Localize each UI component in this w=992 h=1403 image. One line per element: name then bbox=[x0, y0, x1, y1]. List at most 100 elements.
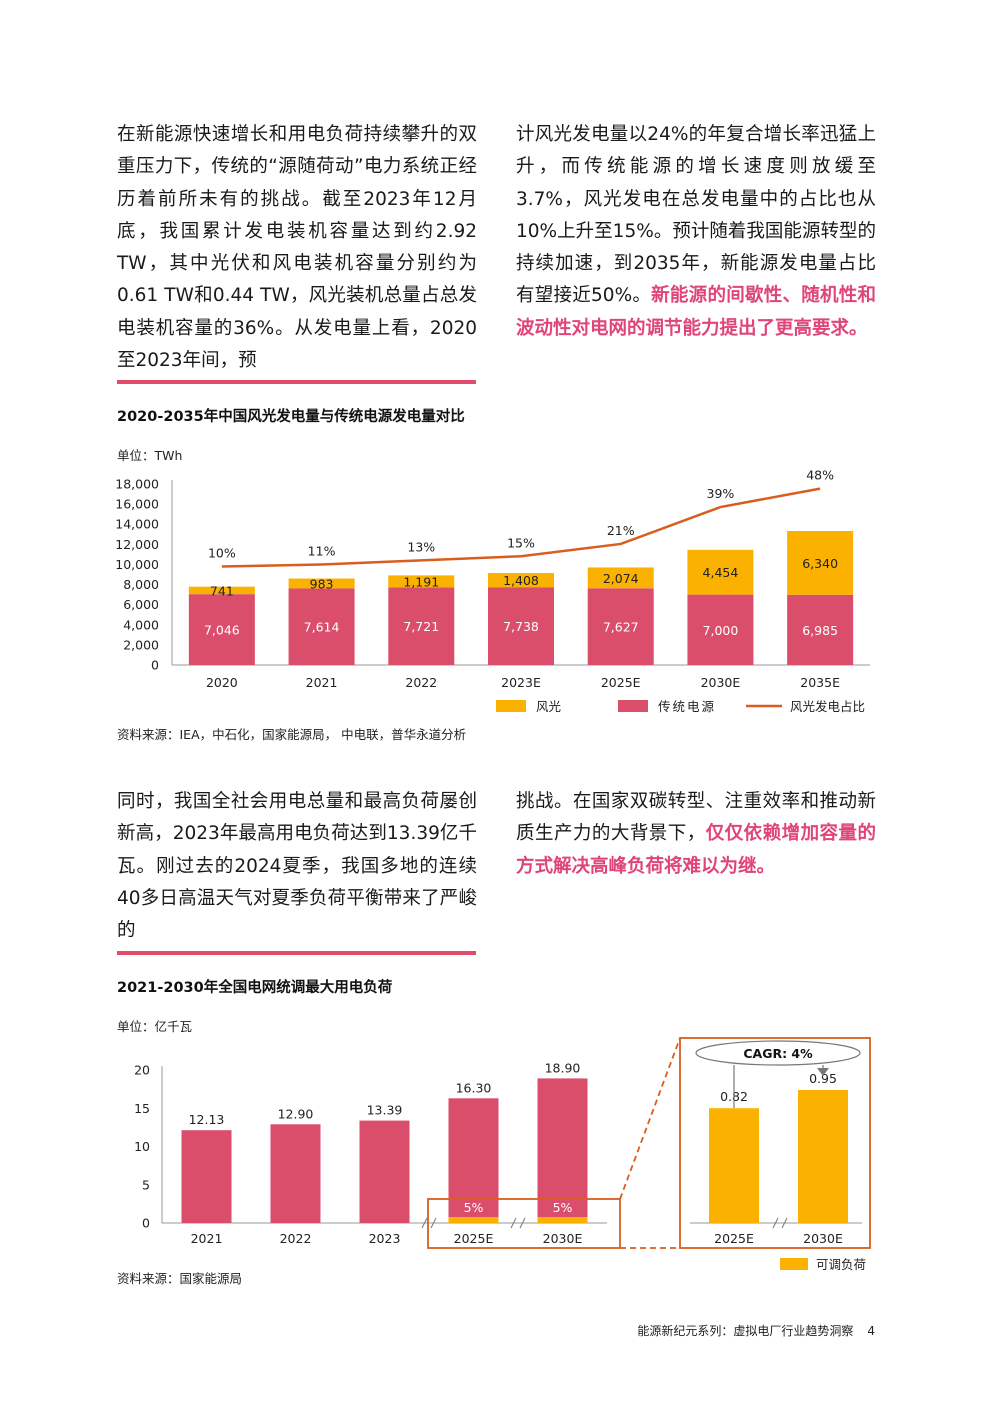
chart1-share-label: 11% bbox=[308, 543, 336, 558]
chart1-x-tick-label: 2035E bbox=[800, 675, 840, 690]
chart2-unit: 单位：亿千瓦 bbox=[117, 1019, 193, 1034]
chart2-y-tick-label: 10 bbox=[134, 1139, 150, 1154]
chart1-bar-windsolar bbox=[388, 575, 455, 588]
chart2-value-label: 12.13 bbox=[189, 1112, 225, 1127]
chart2-x-tick-label: 2021 bbox=[191, 1231, 223, 1246]
chart1-value-label-windsolar: 2,074 bbox=[603, 571, 639, 586]
chart1-legend-swatch-traditional bbox=[618, 700, 648, 712]
chart1-value-label-windsolar: 4,454 bbox=[703, 565, 739, 580]
chart1-y-tick-label: 10,000 bbox=[115, 557, 159, 572]
chart1-value-label-windsolar: 983 bbox=[310, 576, 334, 591]
chart2-y-tick-label: 15 bbox=[134, 1101, 150, 1116]
chart1-value-label-windsolar: 6,340 bbox=[802, 556, 838, 571]
chart1-value-label-traditional: 7,738 bbox=[503, 619, 539, 634]
page-number: 4 bbox=[867, 1324, 875, 1338]
chart1-legend-label-traditional: 传统电源 bbox=[658, 699, 716, 714]
chart2-bar bbox=[270, 1124, 321, 1223]
chart1-legend-label-share: 风光发电占比 bbox=[790, 699, 865, 714]
chart2-inset-x-tick-label: 2030E bbox=[803, 1231, 843, 1246]
chart1-x-tick-label: 2021 bbox=[306, 675, 338, 690]
chart2-title: 2021-2030年全国电网统调最大用电负荷 bbox=[117, 980, 393, 996]
middle-highlight: 仅仅依赖增加容量的方式解决高峰负荷将难以为继。 bbox=[516, 823, 876, 877]
chart2-y-tick-label: 0 bbox=[142, 1216, 150, 1231]
chart1-value-label-traditional: 7,000 bbox=[703, 623, 739, 638]
chart1-bar-traditional bbox=[787, 594, 854, 665]
chart2-connector-top bbox=[619, 1037, 681, 1200]
intro-paragraph-left: 在新能源快速增长和用电负荷持续攀升的双重压力下，传统的“源随荷动”电力系统正经历… bbox=[117, 124, 477, 372]
chart1-x-tick-label: 2025E bbox=[601, 675, 641, 690]
chart2-y-tick-label: 5 bbox=[142, 1177, 150, 1192]
chart1-title: 2020-2035年中国风光发电量与传统电源发电量对比 bbox=[117, 409, 465, 425]
chart1-legend-label-windsolar: 风光 bbox=[536, 699, 561, 714]
chart1-value-label-windsolar: 1,408 bbox=[503, 573, 539, 588]
chart2-x-tick-label: 2022 bbox=[280, 1231, 312, 1246]
chart2-bar-adjustable-portion bbox=[537, 1217, 588, 1223]
chart2-bar bbox=[359, 1120, 410, 1223]
chart1-x-tick-label: 2030E bbox=[701, 675, 741, 690]
chart1-source: 资料来源：IEA，中石化，国家能源局， 中电联，普华永道分析 bbox=[117, 727, 467, 742]
chart1-value-label-traditional: 7,614 bbox=[304, 620, 340, 635]
chart2-value-label: 16.30 bbox=[456, 1080, 492, 1095]
chart1-share-label: 48% bbox=[806, 468, 834, 483]
chart1-bar-traditional bbox=[587, 588, 654, 665]
chart2-x-tick-label: 2025E bbox=[454, 1231, 494, 1246]
chart1-x-tick-label: 2020 bbox=[206, 675, 238, 690]
chart1-value-label-traditional: 7,627 bbox=[603, 620, 639, 635]
chart2-share-label: 5% bbox=[553, 1200, 573, 1215]
chart1-bar-traditional bbox=[687, 594, 754, 665]
chart1-y-tick-label: 14,000 bbox=[115, 517, 159, 532]
chart2-x-tick-label: 2023 bbox=[369, 1231, 401, 1246]
chart2-cagr-ellipse bbox=[695, 1040, 861, 1066]
footer-text: 能源新纪元系列：虚拟电厂行业趋势洞察 bbox=[637, 1324, 854, 1338]
chart1-bar-windsolar bbox=[488, 573, 554, 588]
chart1-bar-traditional bbox=[488, 587, 554, 665]
chart2-cagr-label: CAGR: 4% bbox=[743, 1046, 813, 1061]
chart1-y-tick-label: 0 bbox=[151, 658, 159, 673]
chart1-x-tick-label: 2022 bbox=[405, 675, 437, 690]
chart2-highlight-box bbox=[427, 1198, 621, 1249]
chart1-bar-traditional bbox=[188, 594, 255, 665]
chart2-inset-axis-break bbox=[772, 1217, 788, 1229]
chart2-axis-break bbox=[510, 1217, 526, 1229]
chart2-inset-value-label: 0.95 bbox=[809, 1071, 837, 1086]
chart2-y-tick-label: 20 bbox=[134, 1063, 150, 1078]
chart2-legend-swatch bbox=[780, 1258, 808, 1270]
chart2-source: 资料来源：国家能源局 bbox=[117, 1271, 243, 1286]
chart1-share-line bbox=[221, 487, 821, 568]
chart2-share-label: 5% bbox=[464, 1200, 484, 1215]
chart1-y-tick-label: 2,000 bbox=[123, 637, 159, 652]
chart1-unit: 单位：TWh bbox=[117, 448, 183, 463]
page-footer: 能源新纪元系列：虚拟电厂行业趋势洞察 4 bbox=[637, 1322, 875, 1339]
chart1-value-label-traditional: 6,985 bbox=[802, 623, 838, 638]
chart1-value-label-traditional: 7,046 bbox=[204, 623, 240, 638]
chart2-value-label: 12.90 bbox=[278, 1106, 314, 1121]
intro-highlight: 新能源的间歇性、随机性和波动性对电网的调节能力提出了更高要求。 bbox=[516, 285, 876, 339]
chart1-bar-traditional bbox=[288, 588, 355, 665]
chart1-value-label-windsolar: 1,191 bbox=[403, 574, 439, 589]
middle-paragraph-right: 挑战。在国家双碳转型、注重效率和推动新质生产力的大背景下，仅仅依赖增加容量的方式… bbox=[516, 786, 876, 883]
chart1-value-label-windsolar: 741 bbox=[210, 583, 234, 598]
chart2-bar bbox=[181, 1130, 232, 1223]
chart1-y-tick-label: 4,000 bbox=[123, 617, 159, 632]
chart2-value-label: 13.39 bbox=[367, 1103, 403, 1118]
chart1-share-label: 13% bbox=[407, 539, 435, 554]
chart2-inset-box bbox=[679, 1037, 871, 1249]
chart2-divider bbox=[117, 951, 476, 955]
chart1-y-tick-label: 18,000 bbox=[115, 477, 159, 492]
chart2-bar-adjustable-portion bbox=[448, 1217, 499, 1223]
chart1-value-label-traditional: 7,721 bbox=[403, 619, 439, 634]
chart1-bar-windsolar bbox=[787, 531, 854, 595]
chart1-bar-traditional bbox=[388, 587, 455, 665]
chart2-bar bbox=[448, 1098, 499, 1223]
chart1-bar-windsolar bbox=[587, 567, 654, 589]
chart1-legend-swatch-windsolar bbox=[496, 700, 526, 712]
chart1-y-tick-label: 8,000 bbox=[123, 577, 159, 592]
intro-paragraph-right: 计风光发电量以24%的年复合增长率迅猛上升，而传统能源的增长速度则放缓至3.7%… bbox=[516, 119, 876, 345]
intro-right-text: 计风光发电量以24%的年复合增长率迅猛上升，而传统能源的增长速度则放缓至3.7%… bbox=[516, 124, 876, 307]
chart1-y-tick-label: 12,000 bbox=[115, 537, 159, 552]
chart1-bar-windsolar bbox=[188, 586, 255, 595]
chart2-legend-label: 可调负荷 bbox=[816, 1257, 866, 1272]
chart2-value-label: 18.90 bbox=[545, 1060, 581, 1075]
